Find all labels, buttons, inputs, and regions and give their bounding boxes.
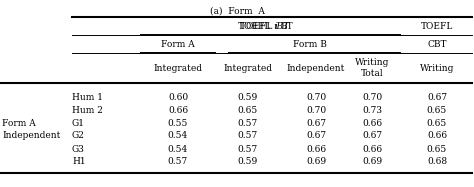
Text: 0.65: 0.65 [427, 105, 447, 114]
Text: 0.70: 0.70 [306, 93, 326, 102]
Text: 0.57: 0.57 [168, 157, 188, 166]
Text: 0.57: 0.57 [238, 131, 258, 140]
Text: TOEFL: TOEFL [421, 22, 453, 30]
Text: 0.59: 0.59 [238, 93, 258, 102]
Text: Form A: Form A [161, 39, 195, 48]
Text: 0.54: 0.54 [168, 131, 188, 140]
Text: G3: G3 [72, 145, 85, 154]
Text: 0.70: 0.70 [306, 105, 326, 114]
Text: 0.66: 0.66 [306, 145, 326, 154]
Text: Integrated: Integrated [224, 64, 273, 73]
Text: 0.69: 0.69 [306, 157, 326, 166]
Text: Writing: Writing [420, 64, 454, 73]
Text: TOEFL: TOEFL [238, 22, 273, 30]
Text: 0.70: 0.70 [362, 93, 382, 102]
Text: TOEFL: TOEFL [240, 22, 275, 30]
Text: Form A: Form A [2, 119, 36, 128]
Text: Form B: Form B [293, 39, 327, 48]
Text: G1: G1 [72, 119, 85, 128]
Text: Integrated: Integrated [154, 64, 202, 73]
Text: 0.57: 0.57 [238, 119, 258, 128]
Text: 0.55: 0.55 [168, 119, 188, 128]
Text: (a)  Form  A: (a) Form A [210, 7, 264, 16]
Text: 0.60: 0.60 [168, 93, 188, 102]
Text: BT: BT [280, 22, 292, 30]
Text: Writing
Total: Writing Total [355, 58, 389, 78]
Text: 0.59: 0.59 [238, 157, 258, 166]
Text: 0.66: 0.66 [168, 105, 188, 114]
Text: 0.67: 0.67 [362, 131, 382, 140]
Text: 0.67: 0.67 [306, 131, 326, 140]
Text: i: i [275, 22, 278, 30]
Text: Hum 2: Hum 2 [72, 105, 103, 114]
Text: 0.73: 0.73 [362, 105, 382, 114]
Text: 0.67: 0.67 [427, 93, 447, 102]
Text: G2: G2 [72, 131, 85, 140]
Text: 0.65: 0.65 [427, 145, 447, 154]
Text: 0.69: 0.69 [362, 157, 382, 166]
Text: 0.66: 0.66 [427, 131, 447, 140]
Text: 0.68: 0.68 [427, 157, 447, 166]
Text: 0.67: 0.67 [306, 119, 326, 128]
Text: 0.65: 0.65 [427, 119, 447, 128]
Text: 0.65: 0.65 [238, 105, 258, 114]
Text: 0.66: 0.66 [362, 119, 382, 128]
Text: 0.66: 0.66 [362, 145, 382, 154]
Text: Hum 1: Hum 1 [72, 93, 103, 102]
Text: ιBT: ιBT [273, 22, 289, 30]
Text: H1: H1 [72, 157, 86, 166]
Text: CBT: CBT [427, 39, 447, 48]
Text: Independent: Independent [287, 64, 345, 73]
Text: 0.57: 0.57 [238, 145, 258, 154]
Text: Independent: Independent [2, 131, 60, 140]
Text: 0.54: 0.54 [168, 145, 188, 154]
